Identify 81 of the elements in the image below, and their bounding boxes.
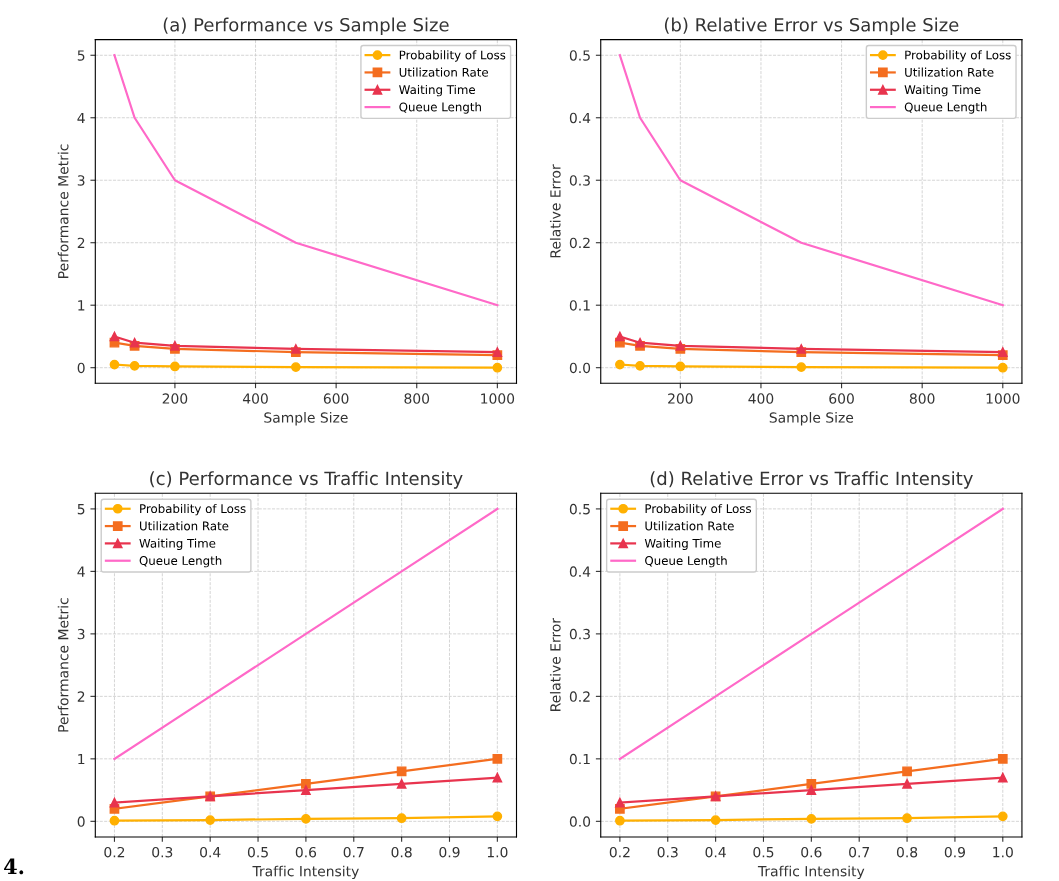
- x-tick-label: 0.4: [200, 846, 221, 858]
- y-axis-title: Performance Metric: [57, 598, 69, 732]
- legend-label: Probability of Loss: [399, 50, 506, 62]
- y-tick-label: 2: [77, 691, 85, 702]
- legend-label: Probability of Loss: [905, 50, 1011, 62]
- x-axis-title: Traffic Intensity: [757, 865, 865, 880]
- x-tick-label: 0.9: [944, 846, 965, 858]
- y-axis-title: Relative Error: [549, 164, 561, 258]
- legend-label: Waiting Time: [399, 84, 476, 97]
- x-tick-label: 200: [668, 393, 693, 404]
- x-tick-label: 200: [162, 393, 188, 404]
- legend-label: Utilization Rate: [645, 521, 734, 531]
- y-tick-label: 0: [77, 816, 85, 827]
- x-tick-label: 0.9: [439, 846, 460, 858]
- x-tick-label: 800: [404, 393, 430, 404]
- y-tick-label: 0.1: [569, 753, 590, 765]
- legend-label: Queue Length: [904, 102, 987, 114]
- y-tick-label: 2: [77, 237, 85, 248]
- legend-label: Queue Length: [645, 555, 727, 568]
- x-tick-label: 0.5: [247, 846, 268, 858]
- y-tick-label: 5: [77, 504, 85, 515]
- y-axis-title: Performance Metric: [57, 144, 69, 278]
- y-tick-label: 3: [77, 175, 85, 186]
- y-tick-label: 0.4: [569, 566, 591, 577]
- y-tick-label: 3: [77, 628, 85, 640]
- x-tick-label: 0.3: [657, 846, 678, 858]
- x-tick-label: 400: [242, 393, 268, 404]
- y-tick-label: 0.4: [569, 112, 591, 124]
- legend-label: Probability of Loss: [645, 503, 752, 516]
- x-tick-label: 0.6: [295, 846, 317, 858]
- y-tick-label: 0.2: [569, 691, 590, 702]
- y-tick-label: 1: [78, 300, 85, 311]
- y-tick-label: 0.3: [569, 175, 590, 186]
- y-tick-label: 0.1: [569, 300, 590, 311]
- x-axis-title: Traffic Intensity: [252, 865, 359, 880]
- legend-label: Utilization Rate: [140, 521, 229, 531]
- x-tick-label: 0.7: [343, 846, 364, 858]
- x-tick-label: 800: [909, 393, 935, 404]
- x-tick-label: 0.4: [705, 846, 726, 858]
- chart-title: (d) Relative Error vs Traffic Intensity: [650, 471, 973, 489]
- x-tick-label: 0.3: [152, 846, 173, 858]
- y-tick-label: 0.5: [569, 50, 590, 61]
- x-tick-label: 0.5: [753, 846, 774, 858]
- y-axis-title: Relative Error: [549, 617, 561, 711]
- legend-label: Waiting Time: [904, 84, 981, 97]
- legend-label: Utilization Rate: [399, 67, 489, 77]
- x-tick-label: 0.2: [104, 846, 125, 858]
- y-tick-label: 0.0: [569, 362, 591, 374]
- x-tick-label: 1.0: [487, 846, 508, 858]
- legend-label: Probability of Loss: [140, 503, 246, 516]
- chart-title: (b) Relative Error vs Sample Size: [664, 17, 959, 36]
- legend-label: Waiting Time: [139, 538, 216, 550]
- y-tick-label: 5: [77, 50, 85, 61]
- y-tick-label: 0.0: [569, 816, 591, 827]
- x-tick-label: 0.8: [391, 846, 412, 858]
- x-axis-title: Sample Size: [769, 412, 854, 426]
- y-tick-label: 1: [78, 753, 85, 765]
- y-tick-label: 0: [77, 362, 85, 374]
- legend-label: Waiting Time: [644, 538, 721, 550]
- y-tick-label: 4: [77, 566, 85, 577]
- x-tick-label: 0.2: [609, 846, 630, 858]
- x-tick-label: 0.6: [801, 846, 822, 858]
- x-tick-label: 1000: [986, 393, 1020, 404]
- x-axis-title: Sample Size: [264, 412, 348, 426]
- y-tick-label: 0.5: [569, 503, 590, 515]
- legend-label: Queue Length: [399, 102, 481, 114]
- legend-label: Queue Length: [139, 555, 222, 568]
- chart-title: (a) Performance vs Sample Size: [163, 17, 449, 36]
- x-tick-label: 0.7: [849, 846, 870, 858]
- x-tick-label: 400: [748, 393, 774, 404]
- chart-title: (c) Performance vs Traffic Intensity: [150, 471, 463, 489]
- y-tick-label: 4: [77, 112, 85, 124]
- x-tick-label: 600: [323, 393, 349, 404]
- y-tick-label: 0.2: [569, 237, 590, 249]
- x-tick-label: 1.0: [993, 846, 1013, 858]
- legend-label: Utilization Rate: [905, 67, 994, 77]
- x-tick-label: 600: [829, 393, 854, 404]
- text: 4.: [4, 858, 24, 875]
- y-tick-label: 0.3: [569, 628, 590, 640]
- x-tick-label: 1000: [481, 393, 515, 404]
- x-tick-label: 0.8: [896, 846, 918, 858]
